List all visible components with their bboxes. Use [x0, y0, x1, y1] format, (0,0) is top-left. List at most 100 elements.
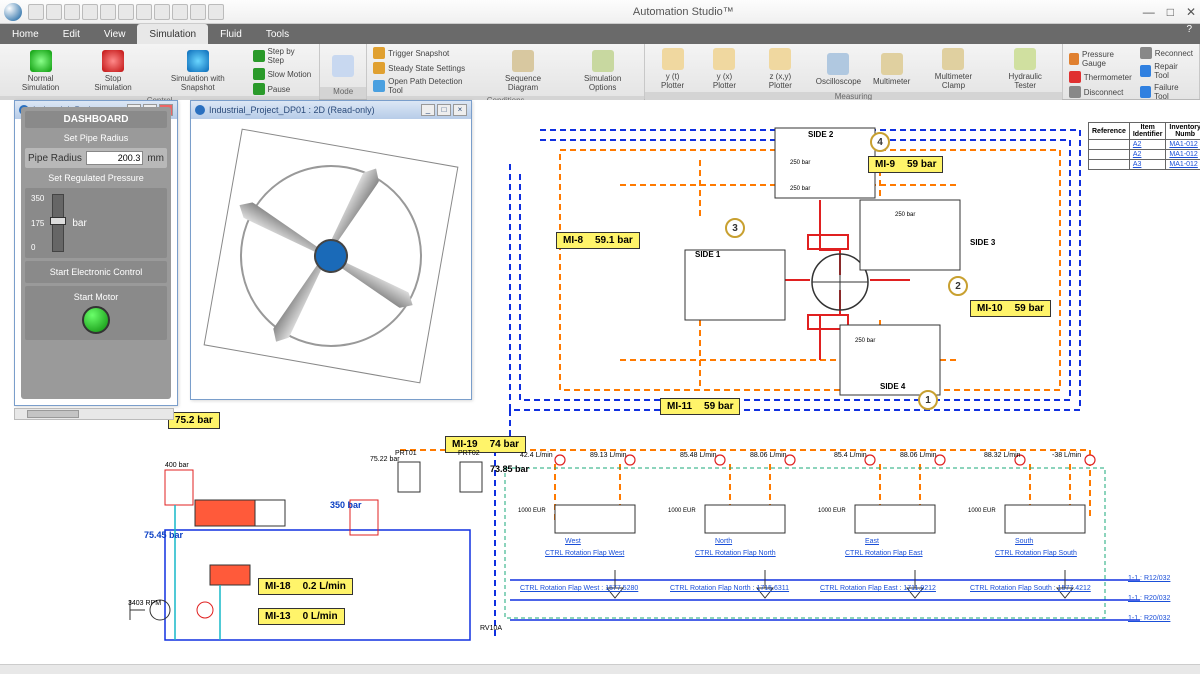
- port-2[interactable]: 1-1 : R20/032: [1128, 595, 1170, 602]
- repair-tool-button[interactable]: Repair Tool: [1138, 61, 1195, 81]
- flap-west[interactable]: CTRL Rotation Flap West : 1577.5280: [520, 585, 638, 592]
- minimize-button[interactable]: —: [1143, 5, 1155, 19]
- side4-label: SIDE 4: [880, 382, 905, 391]
- ribbon-group-conditions: Trigger Snapshot Steady State Settings O…: [367, 44, 645, 99]
- slow-motion-button[interactable]: Slow Motion: [251, 67, 316, 81]
- tab-tools[interactable]: Tools: [254, 24, 301, 44]
- sequence-diagram-button[interactable]: Sequence Diagram: [485, 48, 561, 94]
- radius-row: Pipe Radius mm: [25, 148, 167, 168]
- radius-input[interactable]: [86, 151, 143, 165]
- rotor-view[interactable]: [197, 119, 465, 393]
- slider-thumb[interactable]: [50, 217, 66, 225]
- tab-fluid[interactable]: Fluid: [208, 24, 254, 44]
- simulation-snapshot-button[interactable]: Simulation with Snapshot: [149, 48, 247, 94]
- port-3[interactable]: 1-1 : R20/032: [1128, 615, 1170, 622]
- step-by-step-button[interactable]: Step by Step: [251, 46, 316, 66]
- pause-icon: [253, 83, 265, 95]
- thermo-icon: [1069, 71, 1081, 83]
- link-west[interactable]: West: [565, 538, 581, 545]
- view3d-window[interactable]: Industrial_Project_DP01 : 2D (Read-only)…: [190, 100, 472, 400]
- measurement-mi9: MI-959 bar: [868, 156, 943, 173]
- qat-btn[interactable]: [136, 4, 152, 20]
- ribbon-group-mode: Mode: [320, 44, 367, 99]
- tab-edit[interactable]: Edit: [51, 24, 92, 44]
- flow-4b: -38 L/min: [1052, 452, 1081, 459]
- help-icon[interactable]: ?: [1178, 24, 1200, 44]
- multimeter-button[interactable]: Multimeter: [869, 51, 914, 88]
- thermometer-button[interactable]: Thermometer: [1067, 70, 1134, 84]
- maximize-button[interactable]: □: [1167, 5, 1174, 19]
- plot-icon: [713, 48, 735, 70]
- qat-btn[interactable]: [172, 4, 188, 20]
- steady-state-button[interactable]: Steady State Settings: [371, 61, 481, 75]
- p250-3: 250 bar: [895, 212, 915, 218]
- qat-btn[interactable]: [100, 4, 116, 20]
- oscilloscope-button[interactable]: Oscilloscope: [812, 51, 865, 88]
- p250-2: 250 bar: [790, 186, 810, 192]
- flow-3b: 88.06 L/min: [900, 452, 937, 459]
- marker-1: 1: [918, 390, 938, 410]
- eur-1: 1000 EUR: [518, 508, 546, 514]
- zxy-plotter-button[interactable]: z (x,y) Plotter: [753, 46, 808, 92]
- tab-view[interactable]: View: [92, 24, 138, 44]
- mdi-max[interactable]: □: [437, 104, 451, 116]
- trigger-snapshot-button[interactable]: Trigger Snapshot: [371, 46, 481, 60]
- dashboard-window[interactable]: Industrial_Project_... _□× DASHBOARD Set…: [14, 100, 178, 406]
- qat-btn[interactable]: [46, 4, 62, 20]
- schematic-canvas[interactable]: 75.2 bar MI-859.1 bar MI-959 bar MI-1059…: [0, 100, 1200, 664]
- simulation-options-button[interactable]: Simulation Options: [565, 48, 640, 94]
- schematic-svg: [0, 100, 1200, 664]
- qat-btn[interactable]: [190, 4, 206, 20]
- p250-4: 250 bar: [855, 338, 875, 344]
- pressure-slider[interactable]: 350 175 0 bar: [25, 188, 167, 258]
- qat-btn[interactable]: [118, 4, 134, 20]
- dashboard-panel: DASHBOARD Set Pipe Radius Pipe Radius mm…: [21, 107, 171, 399]
- yx-plotter-button[interactable]: y (x) Plotter: [700, 46, 749, 92]
- link-north[interactable]: North: [715, 538, 732, 545]
- side3-label: SIDE 3: [970, 238, 995, 247]
- menu-tabs: Home Edit View Simulation Fluid Tools ?: [0, 24, 1200, 44]
- start-motor-button[interactable]: [82, 306, 110, 334]
- hydraulic-tester-button[interactable]: Hydraulic Tester: [993, 46, 1058, 92]
- start-ec-button[interactable]: Start Electronic Control: [25, 261, 167, 283]
- titlebar: Automation Studio™ — □ ✕: [0, 0, 1200, 24]
- yt-plotter-button[interactable]: y (t) Plotter: [649, 46, 696, 92]
- port-1[interactable]: 1-1 : R12/032: [1128, 575, 1170, 582]
- stop-simulation-button[interactable]: Stop Simulation: [81, 48, 145, 94]
- tab-home[interactable]: Home: [0, 24, 51, 44]
- link-east[interactable]: East: [865, 538, 879, 545]
- close-button[interactable]: ✕: [1186, 5, 1196, 19]
- ctrl-north[interactable]: CTRL Rotation Flap North: [695, 550, 776, 557]
- open-path-button[interactable]: Open Path Detection Tool: [371, 76, 481, 96]
- view3d-window-title[interactable]: Industrial_Project_DP01 : 2D (Read-only)…: [191, 101, 471, 119]
- ctrl-south[interactable]: CTRL Rotation Flap South: [995, 550, 1077, 557]
- qat-btn[interactable]: [28, 4, 44, 20]
- flap-north[interactable]: CTRL Rotation Flap North : 1715.6311: [670, 585, 789, 592]
- tab-simulation[interactable]: Simulation: [137, 24, 208, 44]
- failure-tool-button[interactable]: Failure Tool: [1138, 82, 1195, 102]
- link-south[interactable]: South: [1015, 538, 1033, 545]
- mdi-close[interactable]: ×: [453, 104, 467, 116]
- pressure-gauge-button[interactable]: Pressure Gauge: [1067, 49, 1134, 69]
- qat-btn[interactable]: [154, 4, 170, 20]
- ribbon: Normal Simulation Stop Simulation Simula…: [0, 44, 1200, 100]
- ctrl-east[interactable]: CTRL Rotation Flap East: [845, 550, 923, 557]
- disconnect-button[interactable]: Disconnect: [1067, 85, 1134, 99]
- flap-south[interactable]: CTRL Rotation Flap South : 1577.4212: [970, 585, 1091, 592]
- flap-east[interactable]: CTRL Rotation Flap East : 1711.9212: [820, 585, 936, 592]
- normal-simulation-button[interactable]: Normal Simulation: [4, 48, 77, 94]
- ctrl-west[interactable]: CTRL Rotation Flap West: [545, 550, 624, 557]
- qat-btn[interactable]: [64, 4, 80, 20]
- mode-button[interactable]: [324, 53, 362, 81]
- eur-4: 1000 EUR: [968, 508, 996, 514]
- slider-track[interactable]: [52, 194, 64, 252]
- pause-button[interactable]: Pause: [251, 82, 316, 96]
- multimeter-clamp-button[interactable]: Multimeter Clamp: [918, 46, 988, 92]
- mdi-min[interactable]: _: [421, 104, 435, 116]
- app-logo: [4, 3, 22, 21]
- qat-btn[interactable]: [82, 4, 98, 20]
- dashboard-scrollbar[interactable]: [14, 408, 174, 420]
- qat-btn[interactable]: [208, 4, 224, 20]
- dashboard-heading: DASHBOARD: [25, 111, 167, 128]
- reconnect-button[interactable]: Reconnect: [1138, 46, 1195, 60]
